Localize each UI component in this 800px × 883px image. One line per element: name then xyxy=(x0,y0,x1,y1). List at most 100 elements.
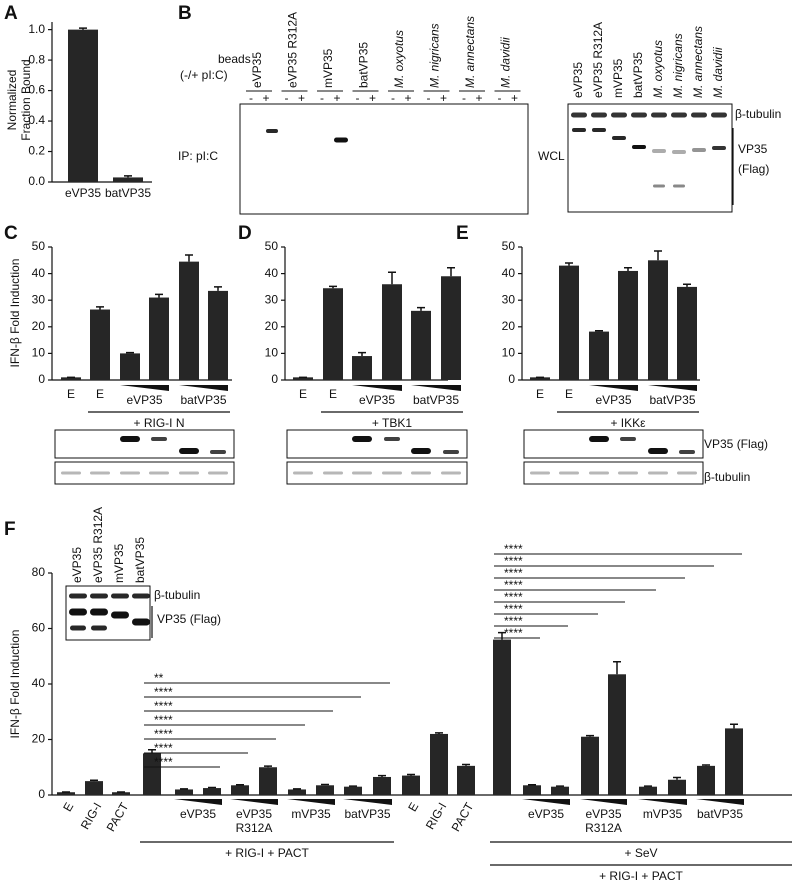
bar xyxy=(259,767,277,795)
sign: - xyxy=(249,91,253,105)
y-tick-label: 0 xyxy=(271,372,278,386)
dose-wedge xyxy=(230,799,278,805)
bar xyxy=(179,261,199,380)
blot-band xyxy=(592,128,606,132)
blot-band xyxy=(651,112,667,118)
y-axis-label: Normalized xyxy=(5,70,19,131)
x-tick-label: eVP35 xyxy=(65,186,101,200)
vp35-label: VP35 (Flag) xyxy=(157,612,221,626)
bar xyxy=(697,765,715,795)
panel-label: A xyxy=(4,3,18,24)
error-bar xyxy=(349,785,357,787)
y-axis-label: IFN-β Fold Induction xyxy=(8,259,22,368)
lane-label: eVP35 R312A xyxy=(286,12,300,88)
error-bar xyxy=(613,661,621,675)
bar xyxy=(68,29,98,182)
wcl-blot xyxy=(567,103,733,213)
panel-label: E xyxy=(456,223,469,244)
error-bar xyxy=(528,783,536,786)
blot-band xyxy=(90,593,108,599)
significance-label: **** xyxy=(504,602,523,616)
bar xyxy=(323,288,343,380)
error-bar xyxy=(673,776,681,780)
bar xyxy=(352,356,372,380)
dose-wedge xyxy=(589,385,638,391)
y-tick-label: 0.2 xyxy=(28,144,45,158)
blot-band xyxy=(673,184,685,188)
blot-band xyxy=(111,593,129,599)
blot-band xyxy=(111,611,129,619)
y-tick-label: 50 xyxy=(502,239,516,253)
blot-band xyxy=(711,112,727,118)
blot-band xyxy=(589,436,609,442)
bar xyxy=(149,297,169,380)
lane-label: eVP35 xyxy=(250,52,264,88)
bar xyxy=(143,753,161,795)
dose-wedge xyxy=(343,799,392,805)
lane-label: M. davidii xyxy=(711,47,725,98)
vp35-blot xyxy=(54,429,235,459)
bar xyxy=(120,353,140,380)
lane-label: M. annectans xyxy=(463,16,477,88)
y-tick-label: 40 xyxy=(265,266,279,280)
dose-wedge xyxy=(638,799,687,805)
treatment-label: + SeV xyxy=(624,846,657,860)
error-bar xyxy=(180,788,188,790)
treatment-label: + RIG-I + PACT xyxy=(599,869,683,883)
error-bar xyxy=(586,734,594,737)
error-bar xyxy=(90,779,98,782)
bar xyxy=(382,284,402,380)
lane-label: batVP35 xyxy=(133,537,147,583)
lane-label: M. nigricans xyxy=(428,23,442,88)
tubulin-label: β-tubulin xyxy=(735,107,781,121)
error-bar xyxy=(236,783,244,786)
blot-band xyxy=(572,128,586,132)
blot-band xyxy=(571,112,587,118)
bar xyxy=(402,775,420,795)
error-bar xyxy=(702,764,710,766)
treatment-label: + RIG-I + PACT xyxy=(225,846,309,860)
tubulin-blot xyxy=(54,461,235,485)
x-tick-label: E xyxy=(536,387,544,401)
blot-band xyxy=(411,471,431,475)
lane-label: mVP35 xyxy=(112,543,126,583)
blot-band xyxy=(712,146,726,150)
x-tick-label: E xyxy=(60,800,76,814)
y-tick-label: 0.0 xyxy=(28,174,45,188)
error-bar xyxy=(565,262,573,266)
treatment-label: + RIG-I N xyxy=(133,416,184,430)
vp35-blot xyxy=(523,429,704,459)
y-axis-label: Fraction Bound xyxy=(19,59,33,140)
blot-band xyxy=(352,436,372,442)
ip-label: IP: pI:C xyxy=(178,149,218,163)
blot-band xyxy=(90,608,108,616)
y-tick-label: 20 xyxy=(502,319,516,333)
blot-band xyxy=(120,471,140,475)
y-tick-label: 0 xyxy=(38,787,45,801)
x-tick-label: PACT xyxy=(449,800,477,835)
y-tick-label: 10 xyxy=(265,346,279,360)
group-label: eVP35 xyxy=(126,393,162,407)
bar xyxy=(203,788,221,795)
sign: - xyxy=(285,91,289,105)
blot-band xyxy=(692,148,706,152)
bar xyxy=(373,776,391,795)
error-bar xyxy=(185,254,193,262)
significance-label: **** xyxy=(154,755,173,769)
ip-blot xyxy=(239,103,529,215)
blot-band xyxy=(132,593,150,599)
significance-label: **** xyxy=(154,713,173,727)
y-tick-label: 0.8 xyxy=(28,52,45,66)
sign: - xyxy=(320,91,324,105)
significance-label: **** xyxy=(504,626,523,640)
y-tick-label: 10 xyxy=(502,346,516,360)
x-tick-label: E xyxy=(299,387,307,401)
bar xyxy=(725,728,743,795)
error-bar xyxy=(556,785,564,787)
blot-band xyxy=(652,149,666,153)
error-bar xyxy=(264,765,272,768)
group-label: batVP35 xyxy=(413,393,459,407)
dose-wedge xyxy=(352,385,402,391)
error-bar xyxy=(96,306,104,310)
